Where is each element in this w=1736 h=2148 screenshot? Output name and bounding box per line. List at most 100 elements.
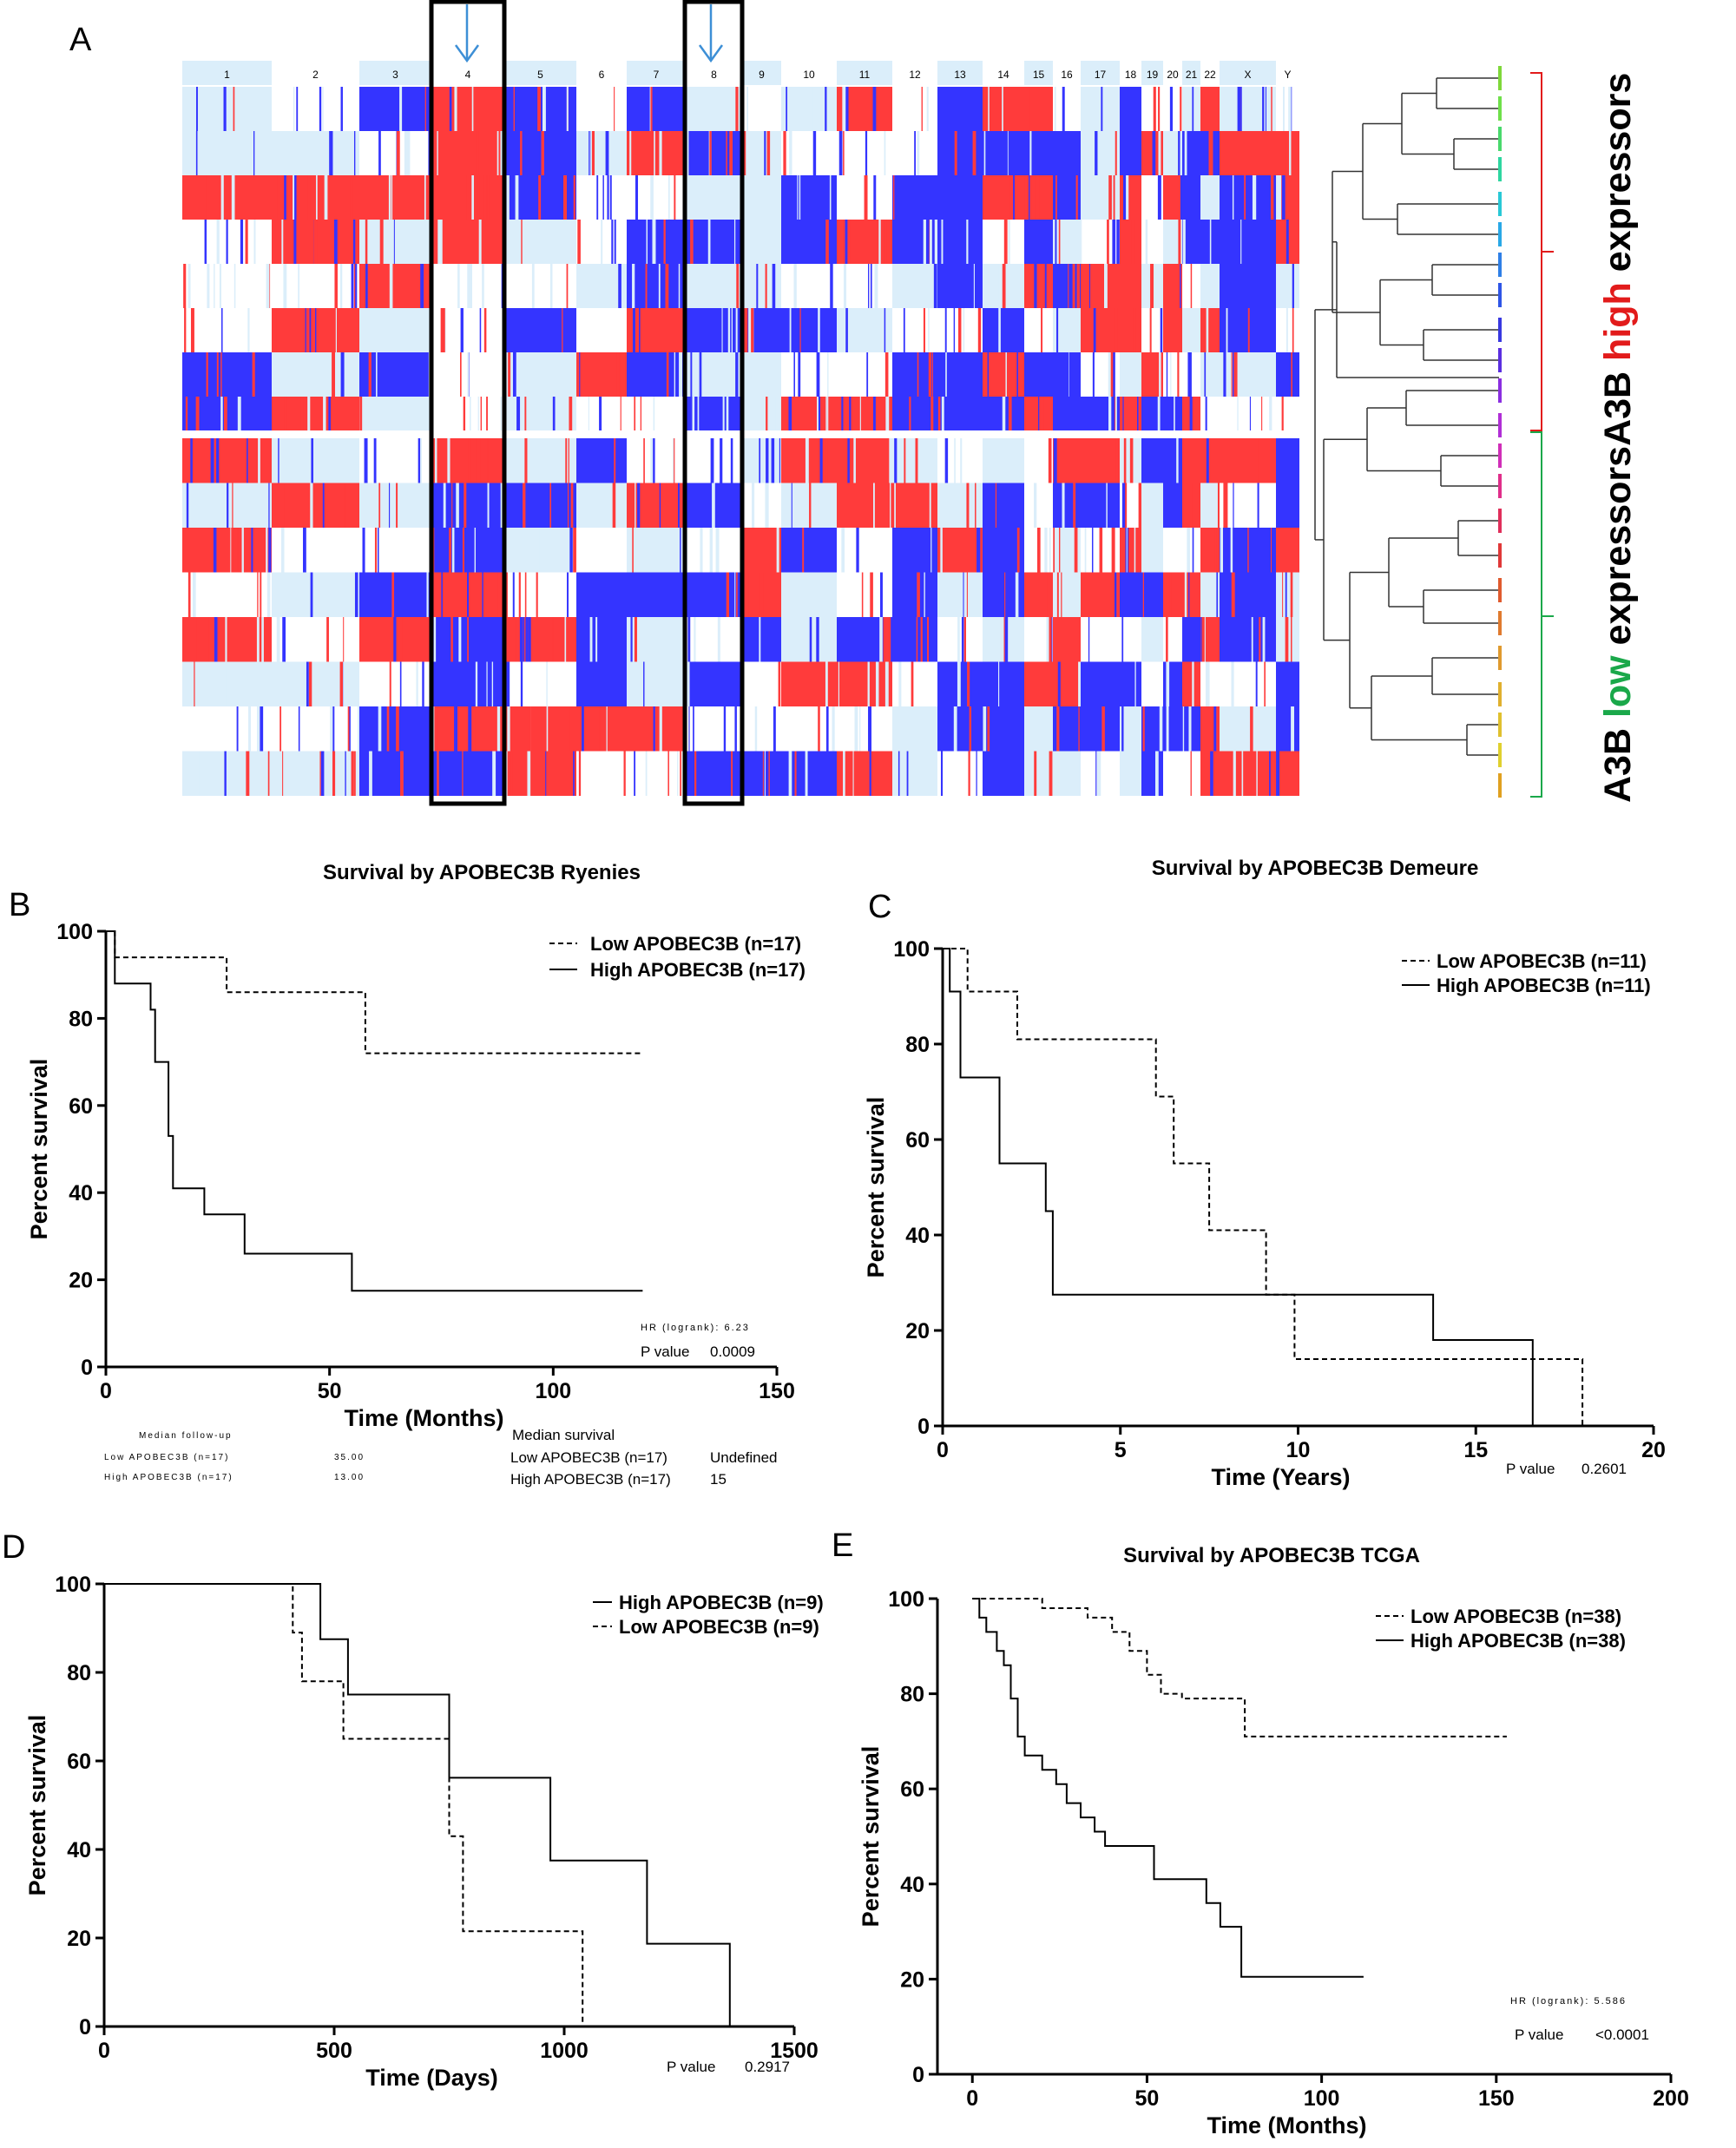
svg-text:Low APOBEC3B (n=17): Low APOBEC3B (n=17) [104, 1453, 229, 1462]
chromosome-band [1081, 61, 1120, 85]
chromosome-label: 21 [1186, 69, 1198, 81]
high-group-bracket [1530, 72, 1554, 431]
y-axis-label: Percent survival [24, 1715, 50, 1896]
leaf-color-mark [1498, 543, 1502, 568]
x-tick-label: 0 [966, 2086, 978, 2111]
panel-b-title: Survival by APOBEC3B Ryenies [323, 861, 641, 884]
series-high-line [972, 1598, 1364, 1978]
chromosome-label: 14 [997, 69, 1009, 81]
x-tick-label: 5 [1115, 1438, 1127, 1462]
leaf-color-mark [1498, 127, 1502, 151]
leaf-color-mark [1498, 253, 1502, 277]
panel-e-hr: HR (logrank): 5.586 [1510, 1996, 1627, 2007]
chromosome-label: 7 [654, 69, 660, 81]
panel-b-p-label: P value [641, 1343, 689, 1360]
chromosome-band [837, 61, 892, 85]
y-tick-label: 0 [917, 1415, 930, 1439]
chromosome-band [1276, 61, 1299, 85]
leaf-color-mark [1498, 66, 1502, 90]
svg-text:High APOBEC3B (n=17): High APOBEC3B (n=17) [104, 1473, 233, 1482]
legend-high-label: High APOBEC3B (n=9) [619, 1592, 824, 1613]
chromosome-label: 18 [1125, 69, 1137, 81]
chromosome-band [627, 61, 686, 85]
x-tick-label: 0 [937, 1438, 949, 1462]
series-low-line [943, 948, 1584, 1426]
chromosome-band [1141, 61, 1163, 85]
x-tick-label: 100 [1304, 2086, 1340, 2111]
leaf-color-mark [1498, 378, 1502, 403]
chromosome-label: 1 [224, 69, 230, 81]
chromosome-label: 5 [537, 69, 543, 81]
chromosome-label: 13 [954, 69, 966, 81]
x-tick-label: 0 [100, 1379, 112, 1403]
y-tick-label: 100 [56, 920, 93, 944]
x-tick-label: 50 [318, 1379, 342, 1403]
chromosome-labels: 1 2 3 4 5 6 7 8 9 10 11 12 13 14 15 16 17 18 19 20 21 22 X Y [182, 61, 1299, 85]
leaf-color-mark [1498, 318, 1502, 342]
panel-a-letter: A [69, 22, 92, 58]
panel-e-legend: Low APOBEC3B (n=38) High APOBEC3B (n=38) [1376, 1606, 1626, 1652]
chromosome-band [1024, 61, 1053, 85]
chromosome-label: X [1244, 69, 1251, 81]
leaf-color-mark [1498, 96, 1502, 121]
y-tick-label: 20 [67, 1927, 91, 1951]
panel-d-p-label: P value [667, 2059, 715, 2075]
panel-b-followup-table: Median follow-up Low APOBEC3B (n=17) 35.… [104, 1431, 365, 1482]
y-tick-label: 100 [55, 1573, 91, 1597]
x-tick-label: 1000 [540, 2039, 589, 2063]
legend-low-label: Low APOBEC3B (n=38) [1410, 1606, 1621, 1627]
chromosome-label: 11 [859, 69, 871, 81]
leaf-color-mark [1498, 743, 1502, 767]
panel-b-hr: HR (logrank): 6.23 [641, 1323, 750, 1333]
chromosome-label: 6 [599, 69, 605, 81]
panel-c-title: Survival by APOBEC3B Demeure [1152, 857, 1479, 880]
leaf-color-mark [1498, 682, 1502, 706]
panel-c-p-label: P value [1506, 1461, 1555, 1477]
series-high-line [104, 1583, 731, 2026]
panel-b-letter: B [9, 887, 30, 923]
y-tick-label: 0 [79, 2015, 91, 2040]
x-axis-label: Time (Months) [345, 1405, 504, 1431]
dendrogram-leaf-colors [1498, 66, 1502, 798]
chromosome-band [359, 61, 431, 85]
leaf-color-mark [1498, 773, 1502, 798]
chromosome-band [1220, 61, 1276, 85]
chromosome-label: 12 [909, 69, 921, 81]
chromosome-band [1053, 61, 1081, 85]
series-high-line [106, 930, 643, 1292]
chromosome-band [576, 61, 627, 85]
legend-high-label: High APOBEC3B (n=17) [590, 959, 806, 981]
x-tick-label: 200 [1653, 2086, 1689, 2111]
panel-c-p-value: 0.2601 [1581, 1461, 1627, 1477]
chromosome-band [983, 61, 1024, 85]
x-tick-label: 1500 [770, 2039, 819, 2063]
y-tick-label: 40 [67, 1838, 91, 1862]
svg-text:35.00: 35.00 [334, 1453, 365, 1462]
panel-b-median-table: Median survival Low APOBEC3B (n=17) Unde… [510, 1427, 778, 1488]
chromosome-band [1182, 61, 1200, 85]
svg-text:High APOBEC3B (n=17): High APOBEC3B (n=17) [510, 1471, 671, 1488]
y-tick-label: 80 [900, 1683, 924, 1707]
y-tick-label: 100 [888, 1587, 924, 1612]
chart-b: 0 20 40 60 80 100 0 50 100 150 Time (Months) Percen… [26, 920, 795, 1431]
y-tick-label: 40 [900, 1873, 924, 1897]
legend-low-label: Low APOBEC3B (n=9) [619, 1616, 819, 1638]
chromosome-band [781, 61, 837, 85]
y-tick-label: 60 [69, 1094, 93, 1119]
series-low-line [972, 1598, 1507, 1737]
leaf-color-mark [1498, 474, 1502, 498]
leaf-color-mark [1498, 646, 1502, 670]
leaf-color-mark [1498, 192, 1502, 216]
chromosome-label: 16 [1061, 69, 1073, 81]
chromosome-band [686, 61, 742, 85]
x-tick-label: 150 [759, 1379, 795, 1403]
legend-high-label: High APOBEC3B (n=38) [1410, 1630, 1626, 1652]
y-tick-label: 20 [900, 1967, 924, 1992]
legend-high-label: High APOBEC3B (n=11) [1437, 975, 1651, 996]
svg-text:13.00: 13.00 [334, 1473, 365, 1482]
chromosome-label: 10 [803, 69, 815, 81]
highlight-box-chr4 [429, 0, 507, 806]
y-tick-label: 20 [69, 1269, 93, 1293]
